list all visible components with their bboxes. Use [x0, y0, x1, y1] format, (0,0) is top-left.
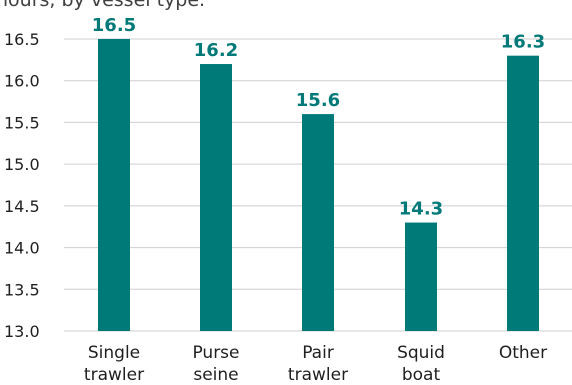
- category-label: boat: [402, 365, 441, 385]
- y-axis-ticks: 13.0 13.5 14.0 14.5 15.0 15.5 16.0 16.5: [4, 30, 40, 341]
- x-axis-categories: SingletrawlerPurseseinePairtrawlerSquidb…: [84, 343, 547, 385]
- y-tick-label: 14.5: [4, 197, 40, 216]
- y-tick-label: 16.5: [4, 30, 40, 49]
- category-label: Pair: [302, 343, 334, 363]
- category-label: trawler: [288, 365, 348, 385]
- y-tick-label: 14.0: [4, 239, 40, 258]
- category-label: Squid: [397, 343, 445, 363]
- data-label: 15.6: [296, 90, 340, 111]
- y-tick-label: 13.5: [4, 280, 40, 299]
- data-label: 14.3: [399, 199, 443, 220]
- category-label: Other: [499, 343, 547, 363]
- data-label: 16.5: [92, 15, 136, 36]
- category-label: Purse: [192, 343, 239, 363]
- bar: [405, 222, 437, 331]
- y-tick-label: 15.5: [4, 113, 40, 132]
- bar: [200, 64, 232, 332]
- y-tick-label: 13.0: [4, 322, 40, 341]
- y-tick-label: 16.0: [4, 72, 40, 91]
- bar: [302, 114, 334, 331]
- category-label: Single: [88, 343, 140, 363]
- data-label: 16.2: [194, 40, 238, 61]
- bar: [507, 55, 539, 331]
- bar: [98, 39, 130, 331]
- category-label: trawler: [84, 365, 144, 385]
- category-label: seine: [193, 365, 238, 385]
- bars: [98, 39, 539, 332]
- y-tick-label: 15.0: [4, 155, 40, 174]
- data-labels: 16.5 16.2 15.6 14.3 16.3: [92, 15, 545, 220]
- data-label: 16.3: [501, 32, 545, 53]
- chart-title: hours, by vessel type.: [0, 0, 205, 11]
